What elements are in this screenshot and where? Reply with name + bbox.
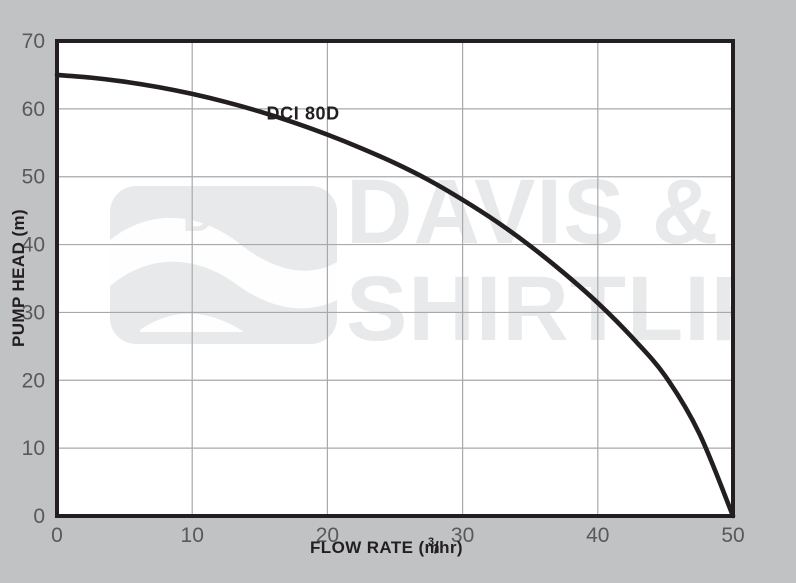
y-tick-label-0: 0: [33, 505, 45, 528]
watermark-logo-text: D&S: [183, 193, 272, 240]
y-tick-label-30: 30: [22, 301, 45, 324]
curve-label-dci-80d: DCI 80D: [267, 104, 340, 124]
y-tick-label-40: 40: [22, 234, 45, 257]
x-tick-label-0: 0: [51, 524, 63, 547]
x-axis-title-superscript: 3: [428, 536, 434, 548]
x-axis-title-tail: /hr): [434, 538, 463, 557]
watermark-logo-badge: D&S: [110, 186, 337, 344]
y-tick-label-60: 60: [22, 98, 45, 121]
watermark-wave-shape: [110, 217, 337, 309]
x-axis-tick-labels: 0 10 20 30 40 50: [51, 524, 745, 547]
y-axis-title: PUMP HEAD (m): [9, 209, 28, 347]
y-tick-label-10: 10: [22, 437, 45, 460]
horizontal-gridlines: [57, 108, 733, 449]
vertical-gridlines: [191, 41, 599, 516]
y-tick-label-50: 50: [22, 166, 45, 189]
x-tick-label-40: 40: [586, 524, 609, 547]
y-tick-label-20: 20: [22, 369, 45, 392]
watermark-line-2: SHIRTLIFF: [346, 258, 796, 360]
y-axis-tick-labels: 0 10 20 30 40 50 60 70: [22, 30, 45, 528]
x-axis-title: FLOW RATE (m 3 /hr): [310, 536, 463, 557]
y-tick-label-70: 70: [22, 30, 45, 53]
x-tick-label-10: 10: [181, 524, 204, 547]
x-axis-title-main: FLOW RATE (m: [310, 538, 440, 557]
curve-dci-80d: [54, 72, 736, 519]
plot-frame: [55, 39, 735, 518]
x-tick-label-30: 30: [451, 524, 474, 547]
x-tick-label-50: 50: [721, 524, 744, 547]
watermark-group: D&S DAVIS & SHIRTLIFF: [110, 161, 796, 360]
x-tick-label-20: 20: [316, 524, 339, 547]
